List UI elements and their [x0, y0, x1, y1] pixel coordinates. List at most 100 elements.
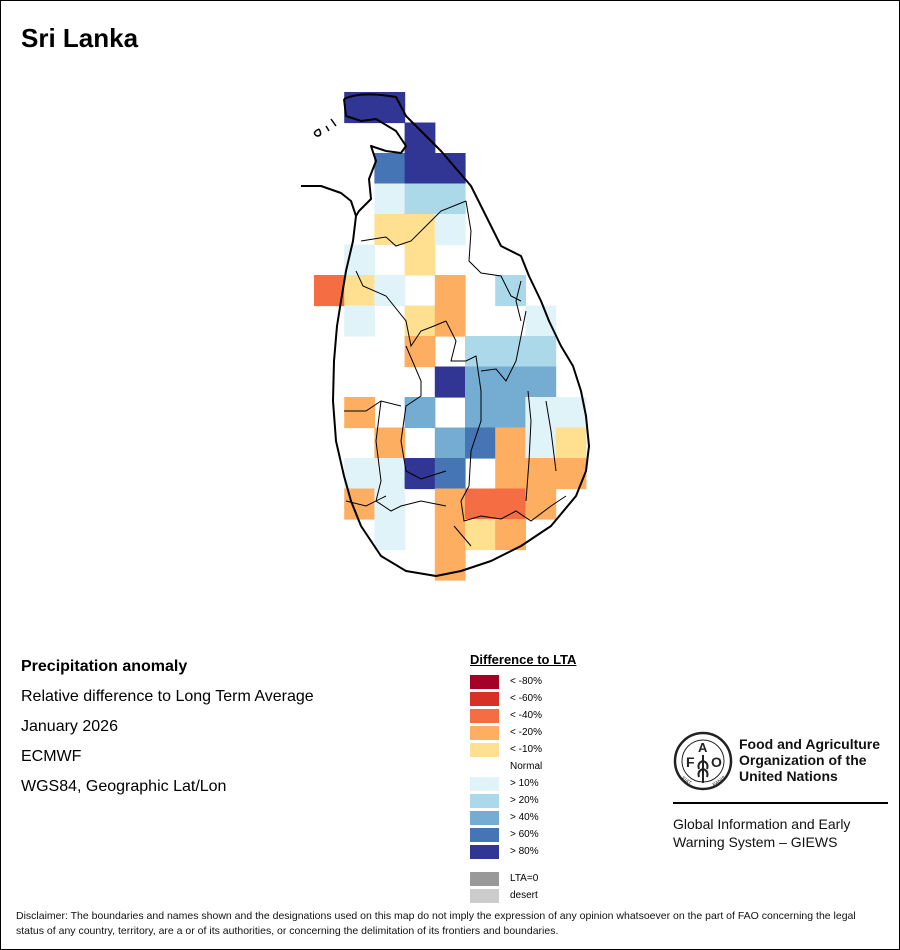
legend-item: > 20%: [470, 792, 620, 809]
legend-swatch: [470, 675, 499, 689]
legend-swatch: [470, 828, 499, 842]
fao-name: Food and Agriculture Organization of the…: [739, 736, 899, 784]
legend-item: > 40%: [470, 809, 620, 826]
grid-cell: [374, 427, 406, 459]
anomaly-grid: [314, 92, 587, 581]
grid-cell: [344, 458, 375, 490]
grid-cell: [434, 153, 466, 185]
svg-text:FIAT: FIAT: [680, 776, 692, 787]
grid-cell: [465, 427, 496, 459]
info-projection: WGS84, Geographic Lat/Lon: [21, 778, 227, 795]
grid-cell: [434, 214, 466, 246]
legend-swatch: [470, 845, 499, 859]
grid-cell: [495, 458, 526, 490]
grid-cell: [404, 183, 436, 215]
legend-item: < -40%: [470, 707, 620, 724]
grid-cell: [404, 397, 436, 429]
legend-classes: < -80% < -60% < -40% < -20% < -10% Normal > 10…: [470, 673, 620, 860]
legend-label: > 10%: [510, 778, 539, 789]
grid-cell: [404, 244, 436, 276]
grid-cell: [344, 305, 375, 337]
grid-cell: [434, 366, 466, 398]
legend-label: < -60%: [510, 693, 542, 704]
legend-swatch: [470, 811, 499, 825]
legend-item: desert: [470, 887, 620, 904]
fao-logo-icon: F A O FIAT PANIS: [673, 731, 733, 791]
grid-cell: [344, 397, 375, 429]
legend-item: < -20%: [470, 724, 620, 741]
legend-label: < -10%: [510, 744, 542, 755]
grid-cell: [465, 366, 496, 398]
svg-text:F: F: [686, 754, 695, 770]
legend-label: < -40%: [510, 710, 542, 721]
grid-cell: [465, 336, 496, 368]
fao-name-line2: Organization of the: [739, 752, 867, 768]
grid-cell: [525, 488, 557, 520]
grid-cell: [434, 488, 466, 520]
anomaly-map: [301, 92, 590, 581]
legend-label: desert: [510, 890, 538, 901]
legend-label: > 80%: [510, 846, 539, 857]
legend-label: Normal: [510, 761, 543, 772]
grid-cell: [374, 153, 406, 185]
grid-cell: [434, 458, 466, 490]
grid-cell: [434, 305, 466, 337]
grid-cell: [434, 275, 466, 307]
legend-extra: LTA=0 desert: [470, 870, 620, 904]
legend-label: < -20%: [510, 727, 542, 738]
grid-cell: [434, 519, 466, 551]
legend-label: > 20%: [510, 795, 539, 806]
grid-cell: [374, 458, 406, 490]
fao-name-line1: Food and Agriculture: [739, 736, 881, 752]
legend-swatch: [470, 777, 499, 791]
grid-cell: [404, 458, 436, 490]
grid-cell: [404, 336, 436, 368]
map-title: Sri Lanka: [21, 23, 139, 53]
grid-cell: [555, 427, 587, 459]
legend-item: < -10%: [470, 741, 620, 758]
grid-cell: [555, 458, 587, 490]
legend-item: < -80%: [470, 673, 620, 690]
legend-label: < -80%: [510, 676, 542, 687]
grid-cell: [525, 336, 557, 368]
district-boundaries: [344, 200, 567, 547]
legend-swatch: [470, 692, 499, 706]
legend-item: LTA=0: [470, 870, 620, 887]
grid-cell: [314, 275, 345, 307]
legend-swatch: [470, 889, 499, 903]
legend-label: > 40%: [510, 812, 539, 823]
legend-title: Difference to LTA: [470, 652, 577, 667]
legend-item: > 60%: [470, 826, 620, 843]
grid-cell: [495, 397, 526, 429]
grid-cell: [465, 519, 496, 551]
grid-cell: [525, 458, 557, 490]
grid-cell: [465, 488, 496, 520]
svg-text:A: A: [698, 740, 708, 755]
grid-cell: [495, 336, 526, 368]
grid-cell: [374, 183, 406, 215]
grid-cell: [404, 153, 436, 185]
grid-cell: [374, 92, 406, 124]
info-subtitle: Relative difference to Long Term Average: [21, 688, 314, 705]
grid-cell: [374, 488, 406, 520]
info-period: January 2026: [21, 718, 118, 735]
grid-cell: [525, 366, 557, 398]
legend-item: Normal: [470, 758, 620, 775]
grid-cell: [434, 427, 466, 459]
giews-line1: Global Information and Early: [673, 816, 851, 832]
legend-swatch: [470, 709, 499, 723]
grid-cell: [434, 183, 466, 215]
giews-name: Global Information and Early Warning Sys…: [673, 815, 889, 851]
grid-cell: [555, 397, 587, 429]
legend-swatch: [470, 872, 499, 886]
fao-name-line3: United Nations: [739, 768, 838, 784]
grid-cell: [404, 122, 436, 154]
legend-label: > 60%: [510, 829, 539, 840]
grid-cell: [495, 427, 526, 459]
grid-cell: [404, 214, 436, 246]
legend-swatch: [470, 726, 499, 740]
legend-label: LTA=0: [510, 873, 539, 884]
grid-cell: [374, 519, 406, 551]
info-heading: Precipitation anomaly: [21, 658, 188, 675]
